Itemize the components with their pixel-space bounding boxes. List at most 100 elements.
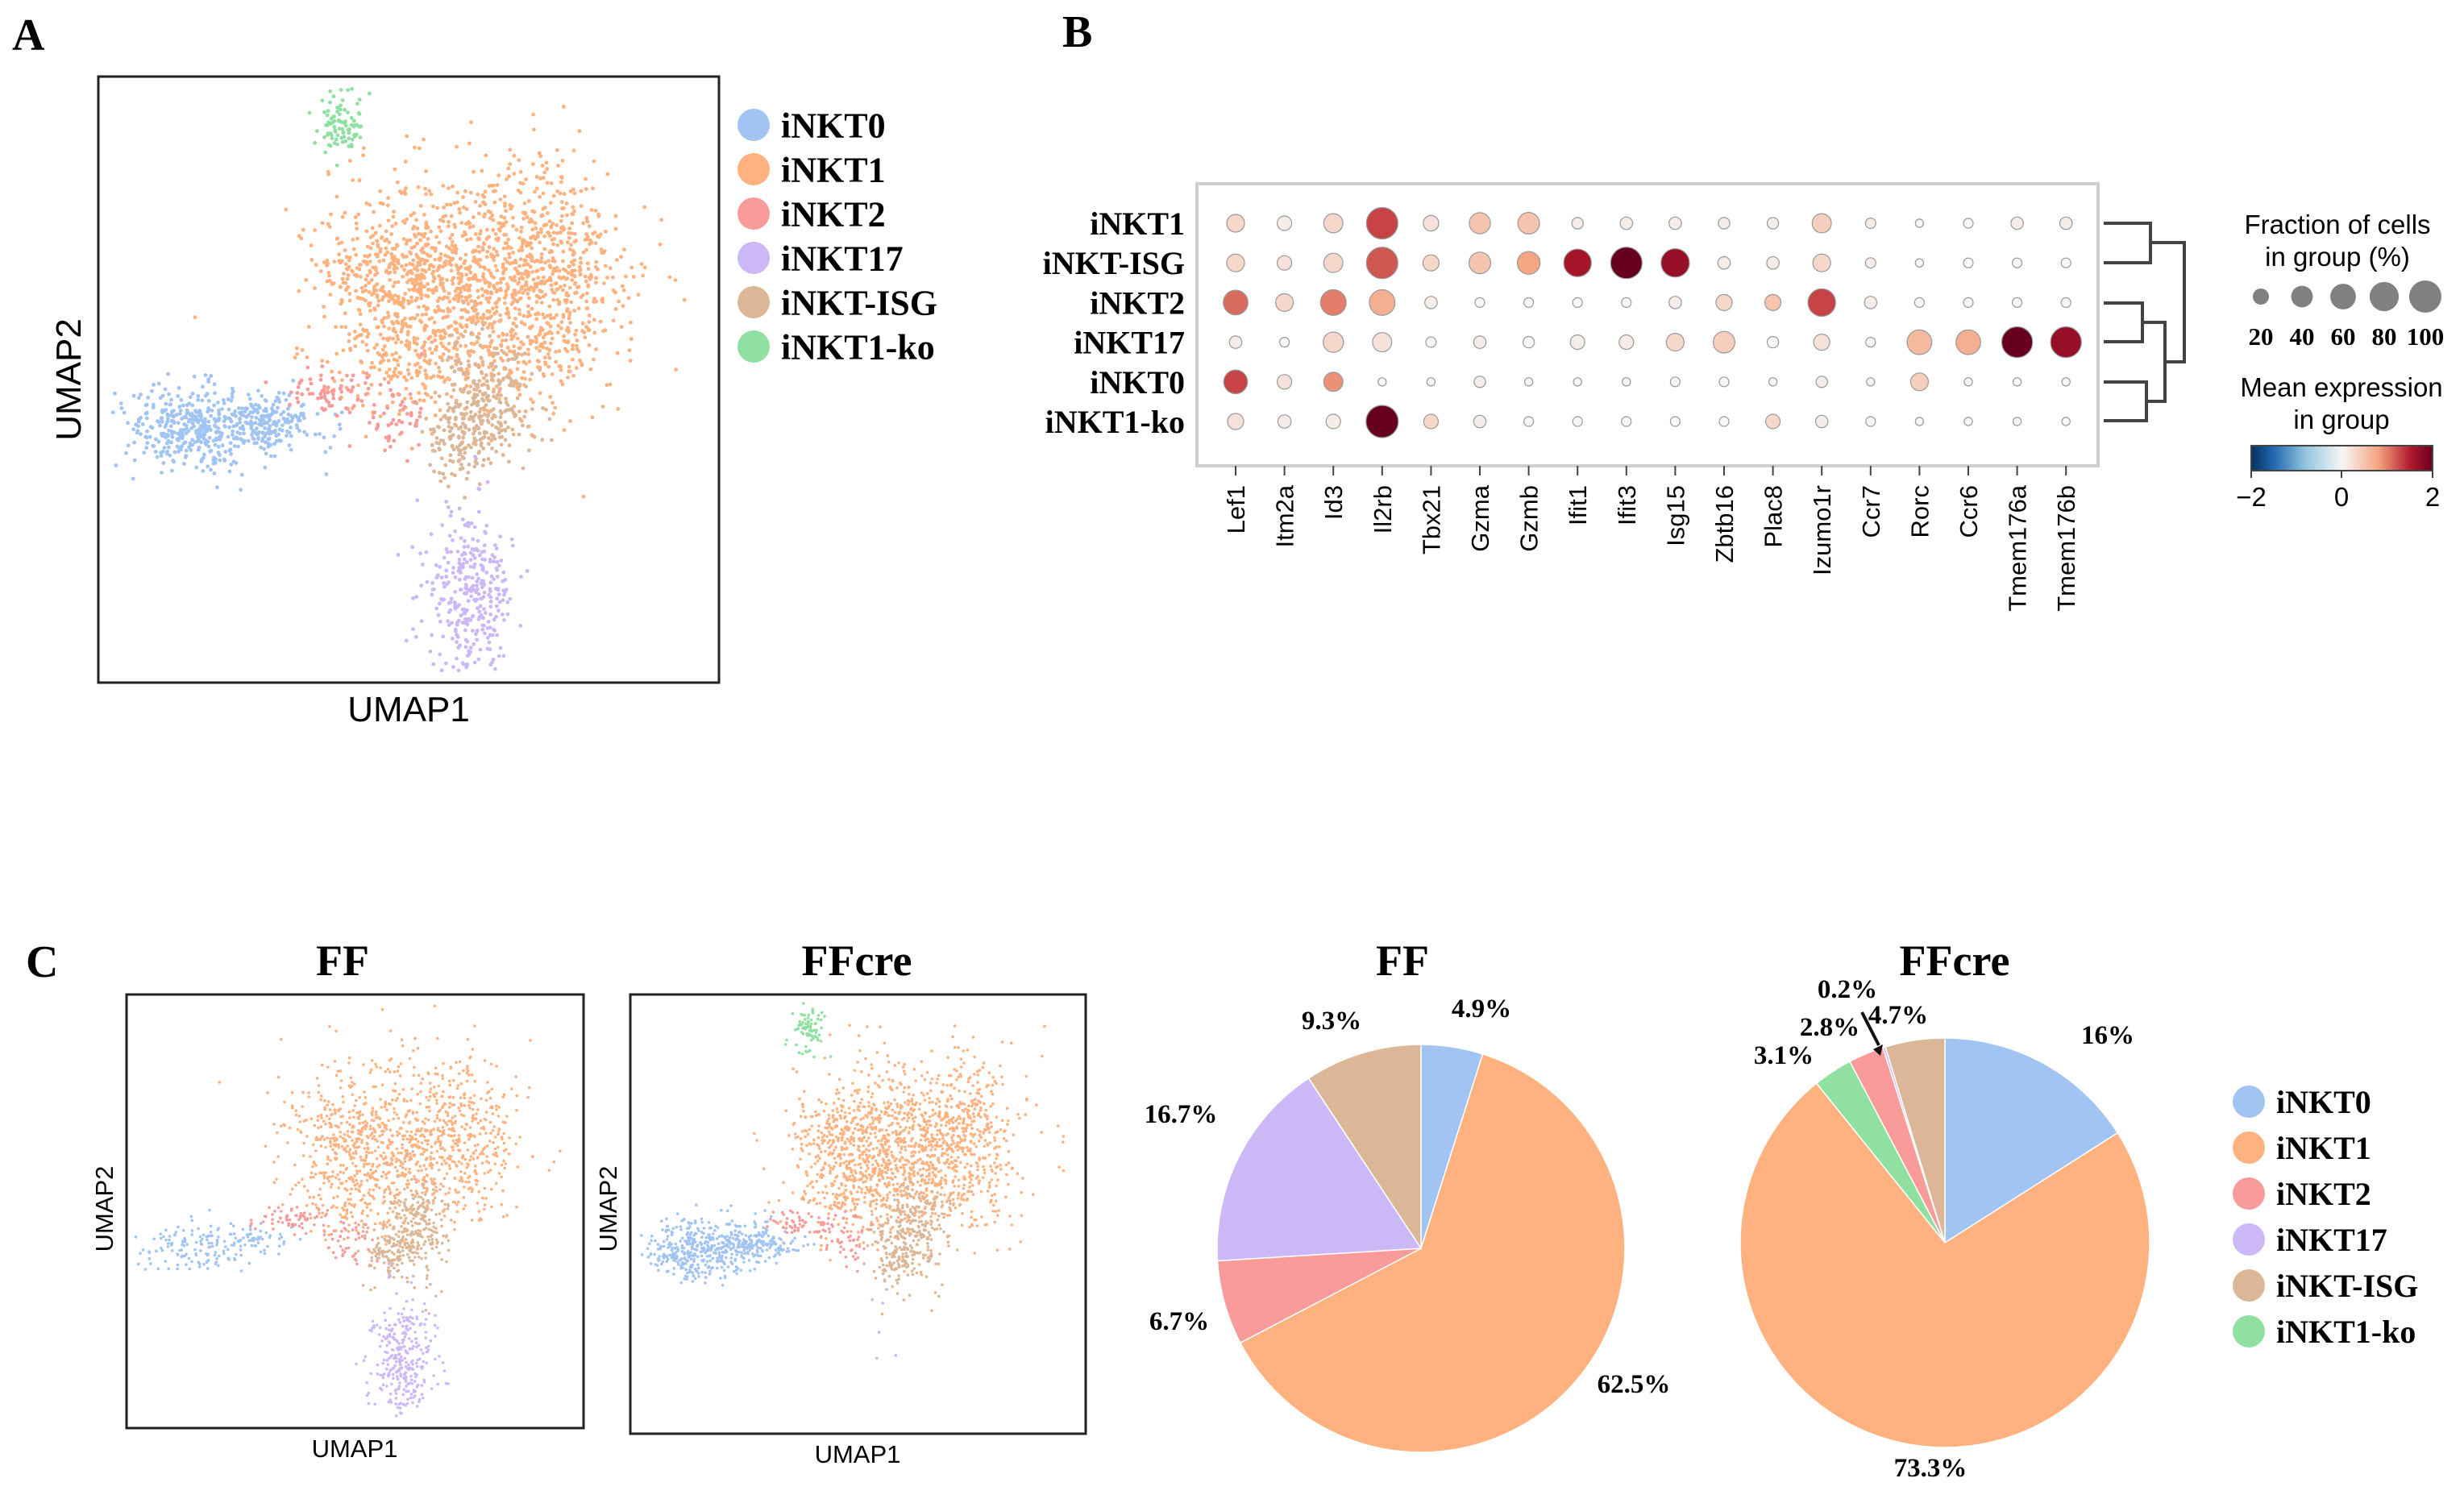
umap-point-iNKT1 [558,191,563,196]
umap-point-iNKT1 [581,250,586,255]
umap-point-iNKT0 [118,401,123,405]
umap-point-iNKT1 [413,1143,417,1147]
umap-point-iNKT1 [587,224,592,228]
umap-point-iNKT1 [370,1172,374,1175]
umap-point-iNKT2 [322,384,326,388]
dot-iNKT2-Rorc [1913,297,1925,308]
dot-iNKT1-Ifit1 [1571,217,1584,230]
legend-label-iNKT1: iNKT1 [781,150,886,189]
umap-point-iNKT1 [545,167,550,172]
umap-point-iNKT1 [430,1151,434,1155]
umap-point-iNKT1 [313,286,317,290]
umap-point-iNKT-ISG [478,343,483,347]
umap-point-iNKT2 [413,423,418,428]
umap-point-iNKT1 [428,358,432,363]
umap-point-iNKT17 [476,538,480,543]
dot-iNKT1-Tmem176b [2059,216,2073,230]
umap-point-iNKT-ISG [376,1241,380,1245]
umap-point-iNKT-ISG [480,463,485,467]
umap-point-iNKT0 [274,409,279,414]
umap-point-iNKT1 [598,319,603,324]
umap-point-iNKT1 [391,1134,394,1137]
umap-point-iNKT17 [444,500,448,504]
umap-point-iNKT17 [444,575,449,579]
umap-point-iNKT-ISG [430,443,434,447]
umap-point-iNKT-ISG [413,1177,417,1181]
umap-point-iNKT17 [472,642,476,646]
umap-point-iNKT0 [154,437,158,442]
umap-point-iNKT-ISG [511,432,516,437]
umap-point-iNKT1 [505,1214,509,1217]
dot-iNKT1-Lef1 [1226,214,1245,233]
umap-point-iNKT1 [487,365,492,369]
umap-point-iNKT1 [519,230,523,234]
umap-point-iNKT1 [391,1262,395,1265]
umap-point-iNKT1 [413,298,418,303]
umap-point-iNKT1 [542,247,547,251]
dot-iNKT1-Id3 [1323,213,1344,234]
umap-point-iNKT1 [434,235,438,239]
umap-point-iNKT1 [456,1144,459,1148]
umap-point-iNKT1 [593,241,598,246]
umap-point-iNKT-ISG [428,463,432,467]
umap-point-iNKT1 [602,281,606,285]
umap-point-iNKT1 [522,322,527,326]
umap-point-iNKT1 [361,1209,365,1213]
umap-point-iNKT1 [420,1141,424,1144]
umap-point-iNKT2 [330,376,335,380]
umap-point-iNKT1 [455,286,459,291]
umap-point-iNKT0 [214,430,218,434]
umap-point-iNKT0 [193,417,198,421]
umap-point-iNKT1 [404,1115,408,1119]
umap-point-iNKT1 [343,1187,347,1191]
umap-point-iNKT0 [190,403,195,408]
umap-point-iNKT-ISG [523,409,528,413]
umap-point-iNKT-ISG [401,1166,405,1169]
umap-point-iNKT1 [569,243,573,247]
umap-point-iNKT1 [407,1121,411,1125]
umap-point-iNKT-ISG [469,330,474,335]
umap-point-iNKT1 [510,328,515,333]
umap-point-iNKT0 [148,434,152,439]
umap-point-iNKT1 [470,1134,473,1137]
umap-point-iNKT17 [497,600,502,604]
umap-point-iNKT-ISG [430,1228,433,1232]
umap-point-iNKT1 [565,276,570,280]
umap-point-iNKT1 [537,359,541,363]
dot-iNKT-ISG-Gzma [1468,251,1491,275]
umap-point-iNKT1 [459,308,464,313]
umap-point-iNKT1-ko [326,131,330,135]
umap-point-iNKT17 [455,550,460,554]
panel-label-a: A [12,10,45,60]
umap-point-iNKT-ISG [541,406,545,410]
umap-point-iNKT1 [358,1169,362,1173]
umap-point-iNKT1 [460,1162,463,1165]
umap-point-iNKT-ISG [507,408,511,412]
umap-point-iNKT0 [231,433,235,437]
umap-point-iNKT1 [384,1173,388,1177]
umap-point-iNKT1 [393,367,397,371]
umap-point-iNKT17 [447,610,451,614]
umap-point-iNKT0 [203,373,208,377]
umap-point-iNKT-ISG [429,427,433,432]
umap-point-iNKT0 [155,455,160,459]
umap-point-iNKT1 [389,1029,393,1032]
umap-point-iNKT1 [510,427,515,432]
umap-point-iNKT0 [289,434,293,438]
umap-point-iNKT1 [357,308,362,313]
umap-point-iNKT1 [413,145,417,150]
umap-point-iNKT0 [177,412,182,416]
umap-point-iNKT0 [190,392,195,396]
umap-point-iNKT0 [206,406,210,410]
dotplot-gene-label-Gzmb: Gzmb [1515,485,1544,552]
umap-point-iNKT1 [416,1161,419,1164]
umap-point-iNKT1 [402,375,406,380]
umap-point-iNKT1 [455,1061,458,1065]
umap-point-iNKT1 [391,259,396,264]
umap-point-iNKT1 [571,357,575,362]
umap-point-iNKT2 [400,400,405,404]
umap-point-iNKT1 [441,1094,444,1098]
umap-point-iNKT-ISG [405,1216,408,1220]
umap-point-iNKT-ISG [507,459,511,464]
umap-point-iNKT1 [556,323,560,328]
